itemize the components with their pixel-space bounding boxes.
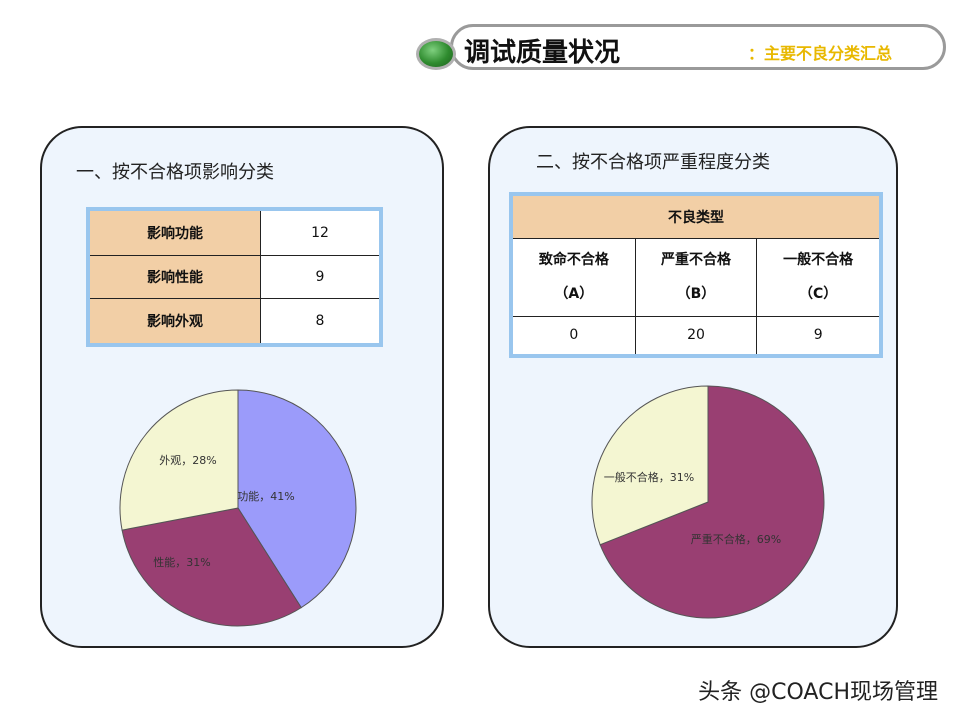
severity-value-b: 20: [634, 315, 758, 357]
right-panel-title: 二、按不合格项严重程度分类: [536, 152, 770, 173]
severity-code-c: （C）: [799, 286, 838, 302]
severity-pie-chart: 严重不合格，69% 一般不合格，31%: [591, 385, 825, 619]
green-bullet-icon: [416, 38, 456, 70]
table-row: 影响功能 12: [87, 208, 382, 256]
severity-cell-b: 严重不合格 （B）: [634, 237, 758, 317]
severity-code-b: （B）: [676, 286, 716, 302]
table-row: 不良类型: [510, 193, 882, 239]
pie-label-1-0: 严重不合格，69%: [691, 532, 781, 546]
table-row: 影响外观 8: [87, 298, 382, 346]
pie-label-0-0: 功能，41%: [237, 489, 294, 503]
page-subtitle: ：主要不良分类汇总: [748, 44, 893, 63]
severity-name-b: 严重不合格: [660, 252, 731, 268]
table-row: 0 20 9: [510, 315, 882, 357]
pie-slice-0-1: [121, 507, 302, 627]
impact-table: 影响功能 12 影响性能 9 影响外观 8: [86, 207, 383, 347]
pie-label-0-1: 性能，31%: [153, 555, 210, 569]
severity-cell-c: 一般不合格 （C）: [756, 237, 882, 317]
severity-value-a: 0: [510, 315, 636, 357]
pie-slice-1-1: [591, 385, 709, 546]
impact-label-2: 影响外观: [87, 298, 261, 346]
severity-cell-a: 致命不合格 （A）: [510, 237, 636, 317]
title-bar: [450, 24, 946, 70]
table-row: 致命不合格 （A） 严重不合格 （B） 一般不合格 （C）: [510, 237, 882, 317]
left-panel-title: 一、按不合格项影响分类: [76, 162, 274, 183]
impact-value-1: 9: [260, 254, 382, 300]
table-row: 影响性能 9: [87, 254, 382, 300]
severity-value-c: 9: [756, 315, 882, 357]
pie-slice-1-0: [599, 385, 825, 619]
pie-label-1-1: 一般不合格，31%: [604, 470, 694, 484]
pie-label-0-2: 外观，28%: [159, 454, 216, 467]
defect-type-header: 不良类型: [510, 193, 882, 239]
pie-slice-0-0: [237, 389, 357, 609]
severity-code-a: （A）: [554, 286, 594, 302]
impact-value-2: 8: [260, 298, 382, 346]
pie-slice-0-2: [119, 389, 239, 531]
watermark: 头条 @COACH现场管理: [698, 680, 938, 705]
severity-name-a: 致命不合格: [538, 252, 609, 268]
impact-label-0: 影响功能: [87, 208, 261, 256]
page-title: 调试质量状况: [464, 38, 621, 68]
severity-name-c: 一般不合格: [783, 252, 854, 268]
severity-table: 不良类型 致命不合格 （A） 严重不合格 （B） 一般不合格 （C） 0 20 …: [509, 192, 883, 358]
impact-value-0: 12: [260, 208, 382, 256]
impact-label-1: 影响性能: [87, 254, 261, 300]
impact-pie-chart: 功能，41% 性能，31% 外观，28%: [119, 389, 357, 627]
